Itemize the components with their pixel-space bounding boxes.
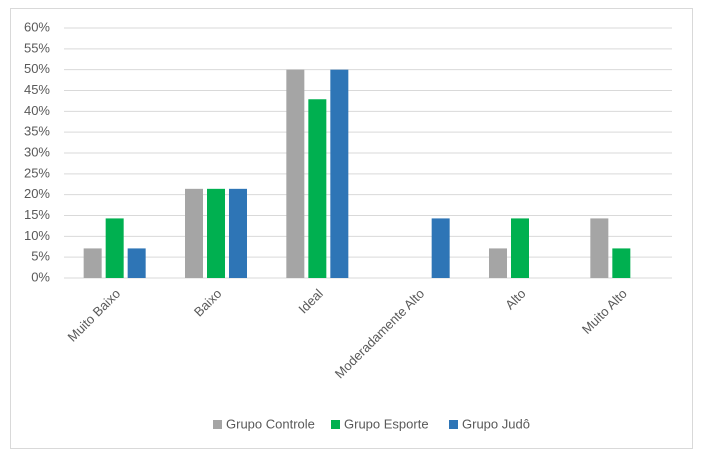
legend-label: Grupo Judô — [462, 416, 530, 431]
bar — [489, 248, 507, 278]
y-tick-label: 45% — [24, 82, 50, 97]
legend-label: Grupo Esporte — [344, 416, 429, 431]
bar — [612, 248, 631, 278]
legend-swatch — [213, 420, 222, 429]
y-tick-label: 10% — [24, 228, 50, 243]
legend-swatch — [449, 420, 458, 429]
bar — [330, 69, 349, 279]
bar — [185, 188, 203, 278]
y-tick-label: 35% — [24, 124, 50, 139]
y-tick-label: 55% — [24, 40, 50, 55]
bar — [105, 218, 124, 278]
bar — [127, 248, 146, 278]
y-tick-label: 60% — [24, 19, 50, 34]
legend-label: Grupo Controle — [226, 416, 315, 431]
bar — [431, 218, 450, 278]
bar — [83, 248, 102, 278]
bar — [207, 188, 225, 278]
y-tick-label: 50% — [24, 61, 50, 76]
bar — [286, 69, 305, 279]
y-tick-label: 30% — [24, 144, 50, 159]
legend-swatch — [331, 420, 340, 429]
y-tick-label: 25% — [24, 165, 50, 180]
y-tick-label: 40% — [24, 103, 50, 118]
y-tick-label: 0% — [31, 269, 50, 284]
bar — [590, 218, 609, 278]
y-tick-label: 20% — [24, 186, 50, 201]
bar — [229, 188, 247, 278]
y-tick-label: 5% — [31, 249, 50, 264]
chart-border — [10, 8, 693, 449]
bar — [308, 99, 327, 278]
y-tick-label: 15% — [24, 207, 50, 222]
bar — [511, 218, 529, 278]
